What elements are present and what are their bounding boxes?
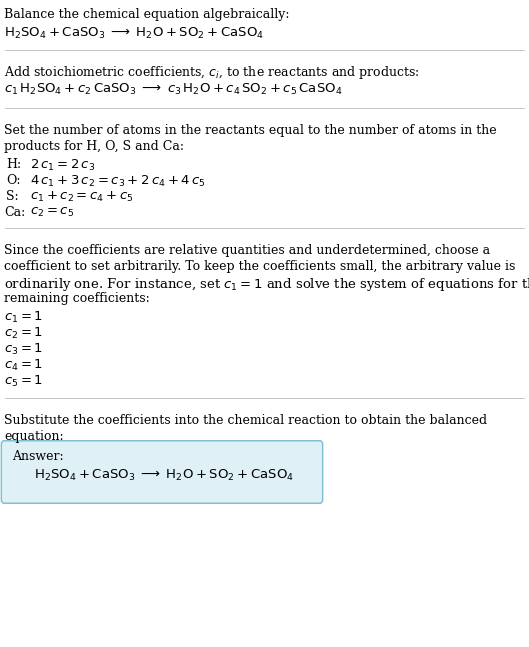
Text: H:: H: bbox=[6, 158, 21, 171]
Text: $c_4 = 1$: $c_4 = 1$ bbox=[4, 358, 43, 373]
Text: $4\,c_1 + 3\,c_2 = c_3 + 2\,c_4 + 4\,c_5$: $4\,c_1 + 3\,c_2 = c_3 + 2\,c_4 + 4\,c_5… bbox=[30, 174, 206, 189]
Text: Ca:: Ca: bbox=[4, 206, 25, 219]
Text: $c_1\,\mathrm{H_2SO_4} + c_2\,\mathrm{CaSO_3} \;\longrightarrow\; c_3\,\mathrm{H: $c_1\,\mathrm{H_2SO_4} + c_2\,\mathrm{Ca… bbox=[4, 82, 342, 97]
Text: remaining coefficients:: remaining coefficients: bbox=[4, 292, 150, 305]
Text: coefficient to set arbitrarily. To keep the coefficients small, the arbitrary va: coefficient to set arbitrarily. To keep … bbox=[4, 260, 515, 273]
Text: Substitute the coefficients into the chemical reaction to obtain the balanced: Substitute the coefficients into the che… bbox=[4, 414, 487, 427]
Text: $\mathrm{H_2SO_4 + CaSO_3 \;\longrightarrow\; H_2O + SO_2 + CaSO_4}$: $\mathrm{H_2SO_4 + CaSO_3 \;\longrightar… bbox=[4, 26, 264, 41]
Text: $\mathrm{H_2SO_4 + CaSO_3 \;\longrightarrow\; H_2O + SO_2 + CaSO_4}$: $\mathrm{H_2SO_4 + CaSO_3 \;\longrightar… bbox=[34, 468, 294, 483]
Text: Answer:: Answer: bbox=[12, 450, 63, 463]
Text: Add stoichiometric coefficients, $c_i$, to the reactants and products:: Add stoichiometric coefficients, $c_i$, … bbox=[4, 64, 419, 81]
Text: $c_5 = 1$: $c_5 = 1$ bbox=[4, 374, 43, 389]
Text: Since the coefficients are relative quantities and underdetermined, choose a: Since the coefficients are relative quan… bbox=[4, 244, 490, 257]
Text: $c_1 = 1$: $c_1 = 1$ bbox=[4, 310, 43, 325]
Text: Balance the chemical equation algebraically:: Balance the chemical equation algebraica… bbox=[4, 8, 289, 21]
Text: S:: S: bbox=[6, 190, 19, 203]
Text: $c_2 = 1$: $c_2 = 1$ bbox=[4, 326, 43, 341]
Text: Set the number of atoms in the reactants equal to the number of atoms in the: Set the number of atoms in the reactants… bbox=[4, 124, 497, 137]
Text: equation:: equation: bbox=[4, 430, 63, 443]
Text: $c_3 = 1$: $c_3 = 1$ bbox=[4, 342, 43, 357]
Text: $c_2 = c_5$: $c_2 = c_5$ bbox=[30, 206, 74, 219]
Text: $2\,c_1 = 2\,c_3$: $2\,c_1 = 2\,c_3$ bbox=[30, 158, 95, 173]
Text: products for H, O, S and Ca:: products for H, O, S and Ca: bbox=[4, 140, 184, 153]
Text: ordinarily one. For instance, set $c_1 = 1$ and solve the system of equations fo: ordinarily one. For instance, set $c_1 =… bbox=[4, 276, 529, 293]
Text: $c_1 + c_2 = c_4 + c_5$: $c_1 + c_2 = c_4 + c_5$ bbox=[30, 190, 134, 204]
Text: O:: O: bbox=[6, 174, 21, 187]
